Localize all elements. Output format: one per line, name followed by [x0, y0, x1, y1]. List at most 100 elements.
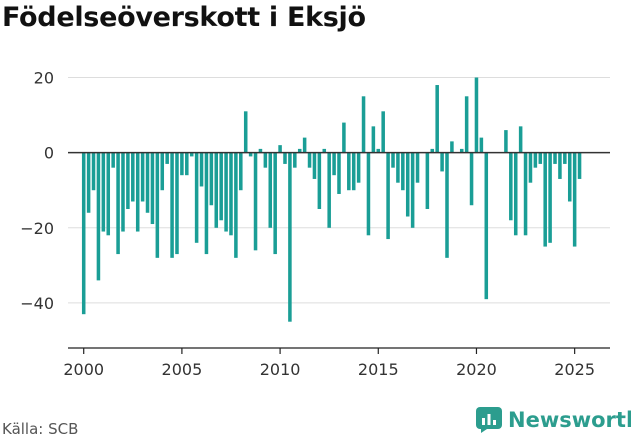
bar	[533, 152, 538, 168]
bar	[410, 152, 415, 228]
bar	[214, 152, 219, 228]
bar	[445, 152, 449, 258]
bar	[371, 126, 376, 153]
bar	[180, 152, 184, 176]
bar	[356, 152, 361, 183]
bar	[415, 152, 420, 183]
bar	[185, 152, 189, 176]
bar	[116, 152, 120, 255]
bar	[425, 152, 430, 209]
bar	[263, 152, 268, 168]
bar	[484, 152, 489, 300]
bar	[268, 152, 273, 228]
bar	[160, 152, 165, 191]
bar	[170, 152, 174, 258]
bar	[401, 152, 405, 191]
bar	[376, 148, 381, 153]
bar	[396, 152, 400, 183]
y-tick-label: 20	[34, 69, 54, 88]
bar	[538, 152, 543, 164]
axes	[68, 151, 610, 354]
bar	[253, 152, 258, 251]
y-tick-label: −40	[20, 294, 54, 313]
bar	[563, 152, 567, 164]
bar	[548, 152, 552, 243]
bar	[474, 77, 479, 153]
bar	[312, 152, 317, 179]
bar	[135, 152, 140, 232]
y-tick-label: 0	[44, 144, 54, 163]
tick-labels: 20 0 −20 −40 2000 2005 2010 2015 2020 2025	[20, 69, 595, 379]
bar	[91, 152, 96, 191]
chart-title: Födelseöverskott i Eksjö	[2, 2, 366, 33]
bar	[469, 152, 474, 206]
bars	[81, 77, 582, 322]
bar	[111, 152, 115, 168]
bar	[572, 152, 577, 247]
bar	[509, 152, 513, 221]
x-tick-label: 2010	[260, 360, 301, 379]
bar	[121, 152, 125, 232]
bar	[243, 111, 248, 153]
bar	[302, 137, 307, 153]
bar	[155, 152, 160, 258]
y-tick-label: −20	[20, 219, 54, 238]
bar	[391, 152, 395, 168]
bar	[440, 152, 444, 172]
newsworthy-logo-icon	[476, 407, 502, 433]
bar	[386, 152, 390, 240]
bar	[450, 141, 454, 153]
bar	[332, 152, 336, 176]
bar	[337, 152, 341, 194]
bar	[131, 152, 135, 202]
bar	[513, 152, 518, 236]
bar	[528, 152, 533, 183]
bar	[126, 152, 130, 209]
bar	[273, 152, 277, 255]
bar	[297, 148, 302, 153]
bar	[288, 152, 292, 322]
bar	[140, 152, 145, 202]
bar	[283, 152, 287, 164]
bar	[435, 85, 439, 153]
bar	[219, 152, 223, 221]
bar	[229, 152, 233, 236]
bar	[504, 130, 508, 153]
bar	[327, 152, 331, 228]
bar	[464, 96, 469, 153]
bar	[543, 152, 547, 247]
brand-logo[interactable]: Newsworthy	[476, 407, 631, 433]
bar	[224, 152, 228, 232]
bar	[234, 152, 238, 258]
bar	[293, 152, 297, 168]
bar	[553, 152, 557, 164]
bar	[322, 148, 327, 153]
brand-name: Newsworthy	[508, 408, 631, 432]
bar	[209, 152, 214, 206]
bar	[199, 152, 204, 187]
bar	[96, 152, 101, 281]
bar	[258, 148, 263, 153]
bar	[81, 152, 86, 315]
bar	[194, 152, 199, 243]
bar	[459, 148, 464, 153]
bar	[366, 152, 371, 236]
x-tick-label: 2015	[358, 360, 399, 379]
source-note: Källa: SCB	[2, 420, 79, 438]
bar	[558, 152, 562, 179]
x-tick-label: 2000	[63, 360, 104, 379]
bar	[567, 152, 572, 202]
bar	[86, 152, 91, 213]
bar	[479, 137, 484, 153]
bar	[145, 152, 150, 213]
bar	[150, 152, 155, 225]
bar	[577, 152, 582, 179]
bar	[248, 152, 253, 157]
bar	[239, 152, 243, 191]
bar	[347, 152, 351, 191]
bar	[430, 148, 435, 153]
bar	[204, 152, 209, 255]
bar	[307, 152, 312, 168]
bar	[317, 152, 322, 209]
